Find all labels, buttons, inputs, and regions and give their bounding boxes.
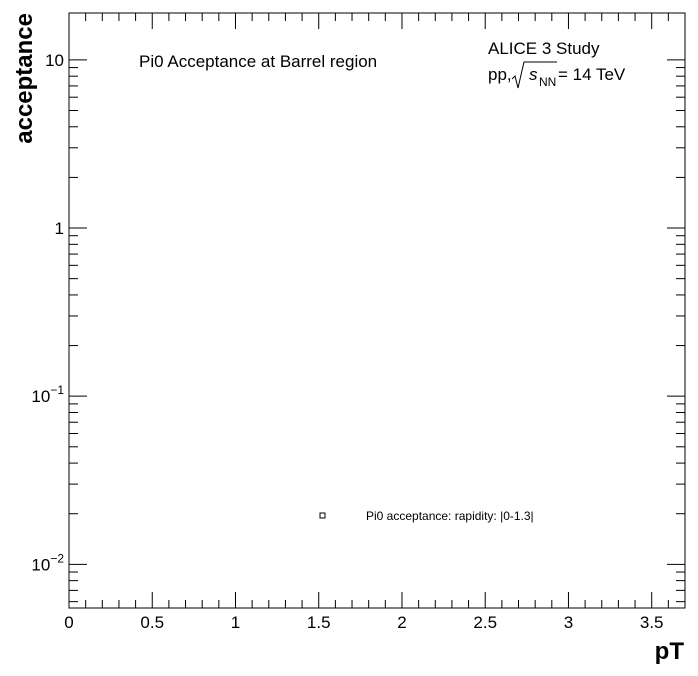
legend-marker (319, 512, 326, 519)
energy-label: pp, s NN = 14 TeV (488, 61, 626, 89)
y-axis-label: acceptance (11, 13, 38, 144)
x-tick-label: 3 (564, 613, 573, 632)
y-axis-ticks (69, 59, 685, 603)
x-tick-label: 3.5 (640, 613, 664, 632)
x-tick-label: 1 (231, 613, 240, 632)
energy-symbol: s (529, 65, 538, 84)
y-tick-label: 10−2 (31, 551, 64, 574)
legend-label: Pi0 acceptance: rapidity: |0-1.3| (366, 509, 534, 523)
energy-prefix: pp, (488, 65, 512, 84)
y-tick-label: 10−1 (31, 383, 64, 406)
x-tick-label: 2 (397, 613, 406, 632)
y-axis-tick-labels: 10 1 10−1 10−2 (31, 51, 64, 574)
y-tick-label: 10 (45, 51, 64, 70)
energy-suffix: = 14 TeV (558, 65, 626, 84)
energy-subscript: NN (539, 75, 556, 89)
x-axis-label: pT (655, 638, 685, 665)
legend: Pi0 acceptance: rapidity: |0-1.3| (319, 509, 534, 523)
x-tick-label: 2.5 (473, 613, 497, 632)
y-tick-label: 1 (55, 219, 64, 238)
plot-frame (68, 12, 686, 609)
x-tick-label: 0.5 (140, 613, 164, 632)
sqrt-sign (511, 61, 557, 89)
chart-title: Pi0 Acceptance at Barrel region (139, 52, 377, 71)
x-tick-label: 0 (64, 613, 73, 632)
x-axis-ticks (68, 13, 686, 608)
x-axis-tick-labels: 0 0.5 1 1.5 2 2.5 3 3.5 (64, 613, 663, 632)
x-tick-label: 1.5 (307, 613, 331, 632)
experiment-label: ALICE 3 Study (488, 39, 600, 58)
